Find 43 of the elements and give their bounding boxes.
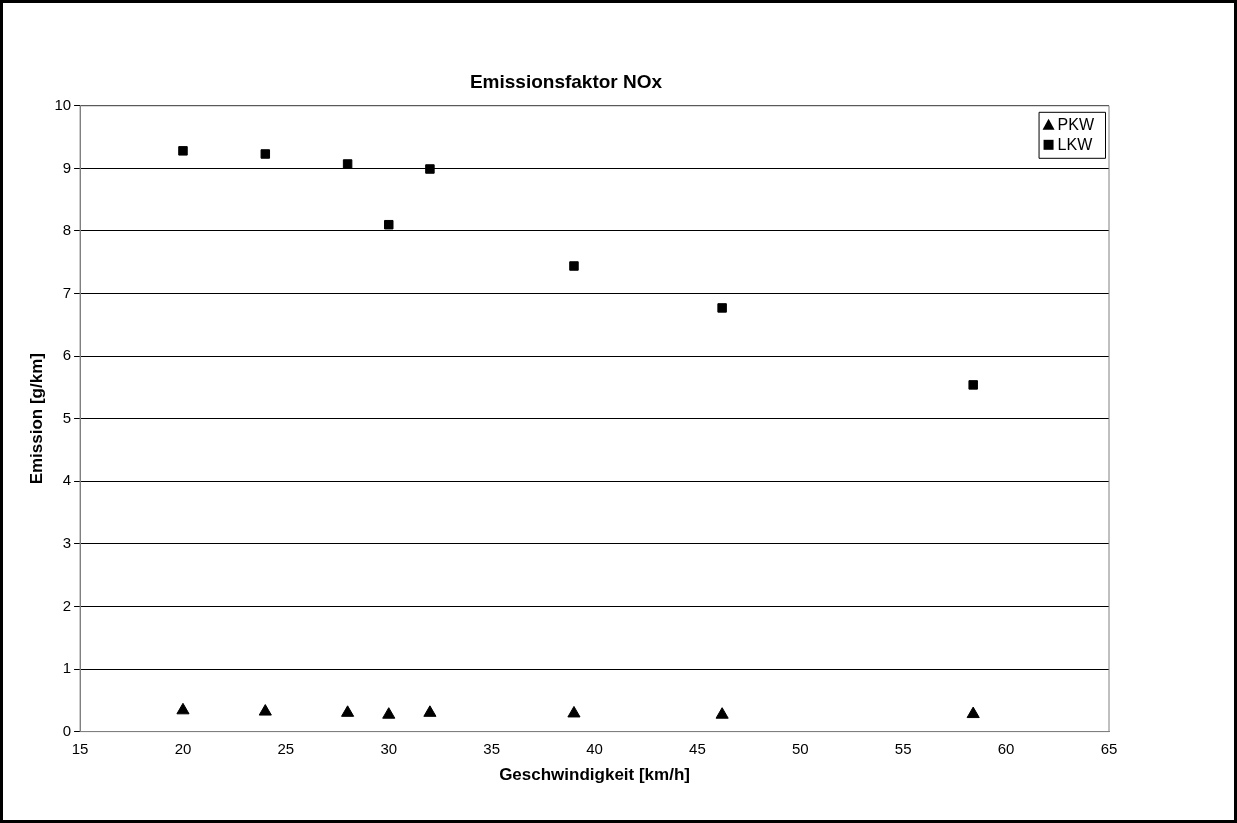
- y-tick-label: 3: [62, 534, 72, 551]
- x-tick-label: 20: [174, 739, 192, 757]
- point: [260, 149, 271, 159]
- point: [423, 705, 437, 717]
- x-tick-label: 30: [380, 739, 398, 757]
- point: [567, 705, 581, 718]
- x-tick-label: 60: [997, 739, 1015, 757]
- point: [569, 261, 579, 271]
- point: [342, 159, 353, 169]
- x-tick-label: 15: [71, 739, 89, 757]
- point: [968, 380, 978, 390]
- y-axis-title: Emission [g/km]: [26, 353, 46, 485]
- legend-label: PKW: [1057, 116, 1095, 134]
- y-tick-label: 1: [62, 659, 72, 677]
- x-tick-label: 35: [483, 739, 500, 757]
- x-tick-label: 65: [1100, 739, 1118, 757]
- point: [384, 219, 394, 230]
- point: [258, 704, 272, 716]
- y-tick-label: 4: [62, 471, 72, 489]
- y-tick-label: 10: [54, 95, 72, 113]
- point: [715, 707, 729, 719]
- y-tick-label: 9: [62, 158, 72, 176]
- x-tick-label: 40: [586, 739, 603, 757]
- point: [341, 705, 355, 717]
- y-tick-label: 0: [62, 721, 72, 739]
- point: [178, 146, 188, 156]
- x-tick-label: 45: [689, 739, 706, 757]
- point: [966, 706, 980, 719]
- y-tick-label: 8: [62, 221, 72, 239]
- point: [425, 164, 435, 174]
- chart-title: Emissionsfaktor NOx: [469, 70, 663, 92]
- y-tick-label: 2: [62, 596, 72, 614]
- x-axis-title: Geschwindigkeit [km/h]: [499, 765, 690, 785]
- x-tick-label: 25: [277, 739, 295, 757]
- x-tick-label: 55: [894, 739, 912, 757]
- y-tick-label: 7: [62, 283, 72, 301]
- legend-label: LKW: [1057, 136, 1094, 154]
- point: [717, 303, 727, 313]
- point: [382, 707, 396, 719]
- y-tick-label: 5: [62, 408, 72, 426]
- x-tick-label: 50: [791, 739, 809, 757]
- point: [176, 702, 190, 715]
- y-tick-label: 6: [62, 346, 72, 364]
